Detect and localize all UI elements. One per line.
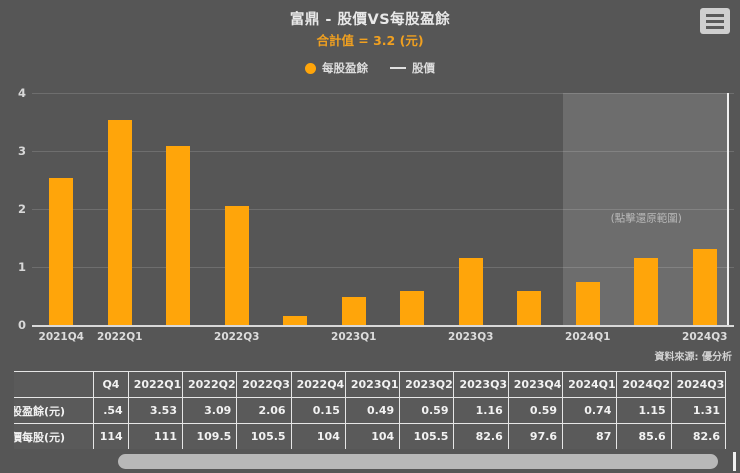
legend-label-price: 股價 [412, 61, 435, 75]
data-table: Q4 2022Q1 2022Q2 2022Q3 2022Q4 2023Q1 2023Q2 20… [14, 371, 726, 449]
bar[interactable] [107, 120, 132, 325]
table-cell: 82.6 [670, 423, 726, 449]
table-cell: 0.49 [344, 397, 401, 424]
x-axis-tick-label: 2023Q1 [331, 331, 377, 343]
table-corner-cell [14, 371, 95, 398]
table-cell: 104 [344, 423, 401, 449]
x-axis-tick-label: 2023Q3 [448, 331, 494, 343]
table-cell: 109.5 [181, 423, 238, 449]
bar[interactable] [49, 177, 74, 325]
table-cell: 114 [93, 423, 129, 449]
bar[interactable] [458, 257, 483, 325]
table-column-header: 2024Q2 [616, 371, 672, 398]
table-cell: 97.6 [507, 423, 564, 449]
y-axis-tick-label: 3 [17, 144, 26, 158]
y-axis-tick-label: 4 [17, 86, 26, 100]
table-column-header: Q4 [93, 371, 129, 398]
y-axis-tick-label: 0 [17, 318, 26, 332]
gridline [32, 93, 734, 94]
table-row-label: 股價每股(元) [14, 423, 95, 449]
table-column-header: 2022Q2 [181, 371, 238, 398]
table-cell: 104 [290, 423, 346, 449]
legend-item-price[interactable]: 股價 [390, 60, 435, 76]
table-cell: 1.15 [616, 397, 672, 424]
table-column-header: 2022Q1 [127, 371, 183, 398]
data-table-container[interactable]: Q4 2022Q1 2022Q2 2022Q3 2022Q4 2023Q1 2023Q2 20… [14, 371, 726, 449]
table-column-header: 2023Q4 [507, 371, 564, 398]
x-axis-tick-label: 2024Q1 [565, 331, 611, 343]
table-column-header: 2022Q4 [290, 371, 346, 398]
table-cell: 105.5 [236, 423, 292, 449]
table-cell: 82.6 [453, 423, 509, 449]
table-row: 每股盈餘(元).543.533.092.060.150.490.591.160.… [14, 397, 726, 424]
table-cell: 3.09 [181, 397, 238, 424]
table-cell: 85.6 [616, 423, 672, 449]
gridline [32, 267, 734, 268]
forecast-highlight-label: (點擊還原範圍) [610, 212, 682, 225]
line-marker-icon [390, 67, 406, 69]
y-axis-tick-label: 2 [17, 202, 26, 216]
circle-marker-icon [305, 62, 316, 74]
table-body: 每股盈餘(元).543.533.092.060.150.490.591.160.… [14, 397, 726, 449]
legend-item-eps[interactable]: 每股盈餘 [305, 60, 368, 76]
table-cell: 105.5 [399, 423, 455, 449]
bar[interactable] [517, 290, 542, 325]
scrollbar-end-cap [733, 452, 736, 471]
x-axis-tick-label: 2024Q3 [682, 331, 728, 343]
bar[interactable] [692, 249, 717, 325]
y-axis-tick-label: 1 [17, 260, 26, 274]
legend-label-eps: 每股盈餘 [322, 61, 368, 75]
table-column-header: 2023Q3 [453, 371, 509, 398]
bar[interactable] [224, 205, 249, 325]
table-row-label: 每股盈餘(元) [14, 397, 95, 424]
table-row: 股價每股(元)114111109.5105.5104104105.582.697… [14, 423, 726, 449]
bar[interactable] [341, 296, 366, 325]
table-cell: 0.15 [290, 397, 346, 424]
table-cell: 1.31 [670, 397, 726, 424]
bar[interactable] [166, 145, 191, 325]
x-axis-tick-label: 2021Q4 [38, 331, 84, 343]
horizontal-scrollbar[interactable] [0, 451, 740, 473]
x-axis-tick-label: 2022Q1 [97, 331, 143, 343]
scrollbar-thumb[interactable] [118, 454, 718, 469]
table-cell: 0.74 [562, 397, 618, 424]
bar[interactable] [634, 258, 659, 325]
table-cell: 0.59 [507, 397, 564, 424]
bar[interactable] [283, 316, 308, 325]
table-cell: 0.59 [399, 397, 455, 424]
page-title: 富鼎 - 股價VS每股盈餘 [289, 12, 451, 28]
table-column-header: 2022Q3 [236, 371, 292, 398]
table-cell: .54 [93, 397, 129, 424]
table-column-header: 2023Q1 [344, 371, 401, 398]
chart-legend: 每股盈餘 股價 [0, 60, 740, 76]
gridline [32, 209, 734, 210]
x-axis-tick-label: 2022Q3 [214, 331, 260, 343]
forecast-boundary-line [727, 93, 729, 325]
table-column-header: 2024Q3 [670, 371, 726, 398]
table-cell: 3.53 [127, 397, 183, 424]
chart-subtitle: 合計值 = 3.2 (元) [316, 33, 424, 48]
table-column-header: 2023Q2 [399, 371, 455, 398]
source-note: 資料來源: 優分析 [654, 352, 732, 363]
table-cell: 1.16 [453, 397, 509, 424]
table-cell: 2.06 [236, 397, 292, 424]
x-axis-line [32, 325, 734, 327]
hamburger-menu-icon[interactable] [700, 8, 730, 34]
bar[interactable] [400, 290, 425, 325]
table-cell: 111 [127, 423, 183, 449]
gridline [32, 151, 734, 152]
table-cell: 87 [562, 423, 618, 449]
table-header-row: Q4 2022Q1 2022Q2 2022Q3 2022Q4 2023Q1 2023Q2 20… [14, 371, 726, 398]
table-column-header: 2024Q1 [562, 371, 618, 398]
chart-plot-area[interactable]: 0 1 2 3 4 (點擊還原範圍) 2021Q4 2022Q1 2022Q3 2023Q1 202… [0, 85, 740, 343]
bar[interactable] [575, 282, 600, 325]
